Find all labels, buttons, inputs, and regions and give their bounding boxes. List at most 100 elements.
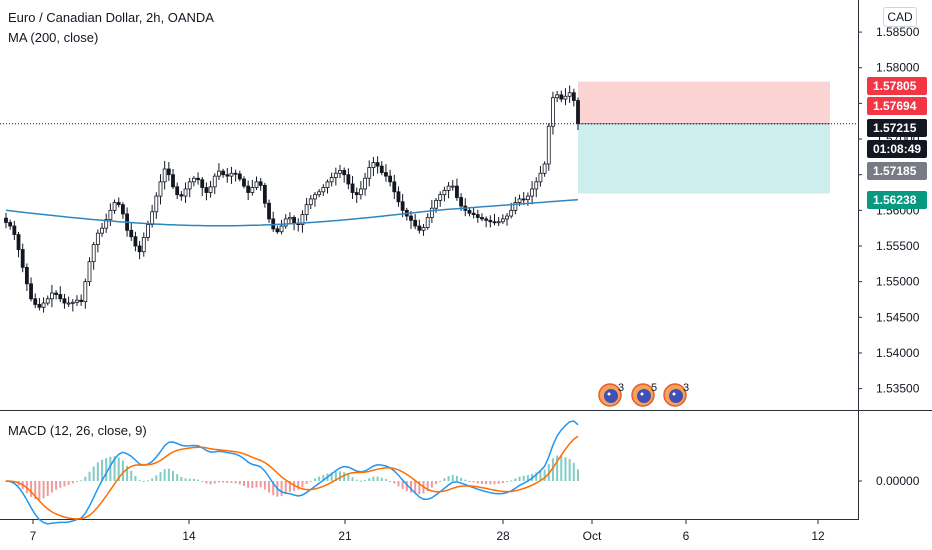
candle-body — [571, 92, 576, 101]
macd-histogram-bar — [67, 481, 70, 485]
currency-button[interactable]: CAD — [883, 7, 917, 27]
price-tag-bg — [867, 140, 927, 158]
price-tag-bg — [867, 77, 927, 95]
macd-histogram-bar — [63, 481, 66, 487]
candle-body — [325, 181, 330, 188]
short-position-tool[interactable] — [578, 81, 830, 194]
macd-histogram-bar — [176, 474, 179, 481]
macd-histogram-bar — [159, 472, 162, 481]
macd-histogram-bar — [180, 477, 183, 481]
candle-body — [425, 217, 430, 228]
macd-histogram-bar — [192, 478, 195, 481]
macd-histogram-bar — [560, 455, 563, 481]
candle-body — [555, 94, 560, 99]
price-tick-label: 1.58000 — [876, 61, 920, 75]
candle-body — [509, 209, 514, 217]
candle-body — [429, 207, 434, 218]
candle-body — [367, 167, 372, 179]
candle-body — [141, 237, 146, 253]
macd-histogram-bar — [522, 475, 525, 481]
price-tag-bg — [867, 191, 927, 209]
macd-histogram-bar — [343, 472, 346, 481]
macd-histogram-bar — [372, 476, 375, 481]
candle-body — [438, 194, 443, 201]
macd-histogram-bar — [184, 478, 187, 481]
candle-body — [242, 178, 246, 187]
price-tag-label: 1.56238 — [873, 193, 917, 207]
candle-body — [304, 204, 309, 216]
candle-body — [58, 294, 63, 300]
candle-body — [333, 172, 338, 178]
candle-body — [500, 218, 505, 223]
candle-body — [121, 204, 125, 215]
macd-histogram-bar — [121, 460, 124, 481]
earth-event-icon[interactable]: 5 — [631, 382, 657, 407]
candle-body — [187, 181, 192, 190]
macd-histogram-bar — [476, 481, 479, 484]
candle-body — [480, 217, 484, 220]
event-icon-globe — [637, 389, 651, 403]
candle-body — [4, 217, 8, 223]
macd-histogram-bar — [201, 481, 204, 482]
macd-histogram-bar — [117, 457, 120, 481]
candle-body — [258, 181, 263, 186]
candle-body — [538, 172, 543, 183]
candle-body — [41, 302, 46, 308]
candle-body — [217, 170, 221, 177]
earth-event-icon[interactable]: 3 — [598, 382, 624, 407]
candle-body — [95, 232, 100, 245]
ma-200-line — [5, 198, 579, 227]
candle-body — [446, 185, 451, 191]
price-tag-label: 1.57694 — [873, 99, 917, 113]
candle-body — [237, 173, 242, 180]
macd-histogram-bar — [430, 481, 433, 488]
time-tick-label: 6 — [683, 529, 690, 543]
macd-histogram-bar — [146, 480, 149, 482]
macd-histogram-bar — [439, 480, 442, 482]
candle-body — [87, 261, 92, 283]
economic-events[interactable]: 3 5 3 — [598, 382, 689, 407]
event-count-label: 3 — [618, 382, 624, 394]
candle-body — [275, 228, 280, 233]
macd-histogram-bar — [38, 481, 41, 500]
candle-body — [338, 170, 342, 174]
macd-histogram-bar — [109, 456, 112, 481]
macd-histogram-bar — [130, 470, 133, 481]
candle-body — [313, 194, 317, 200]
candle-body — [450, 185, 455, 188]
candle-body — [283, 218, 288, 227]
candle-body — [321, 187, 326, 193]
macd-histogram-bar — [30, 481, 33, 497]
candle-body — [434, 199, 438, 209]
candle-body — [204, 187, 209, 193]
macd-histogram-bar — [172, 470, 175, 481]
candle-body — [221, 170, 226, 176]
macd-histogram-bar — [539, 471, 542, 481]
event-count-label: 5 — [651, 382, 657, 394]
candle-body — [37, 304, 42, 308]
time-axis[interactable]: 7 14 21 28 Oct 6 12 — [30, 520, 825, 543]
candle-body — [467, 209, 472, 214]
candle-body — [396, 191, 401, 203]
candle-body — [459, 197, 463, 207]
macd-histogram-bar — [197, 479, 200, 481]
candle-body — [517, 198, 522, 203]
candle-body — [488, 219, 493, 223]
macd-histogram-bar — [535, 472, 538, 481]
macd-histogram-bar — [401, 481, 404, 490]
candle-body — [158, 181, 163, 197]
event-icon-globe — [604, 389, 618, 403]
macd-histogram-bar — [556, 455, 559, 481]
macd-histogram-bar — [426, 481, 429, 491]
macd-histogram-bar — [255, 481, 258, 488]
price-tag-label: 01:08:49 — [873, 142, 921, 156]
macd-histogram-bar — [88, 471, 91, 481]
earth-event-icon[interactable]: 3 — [663, 382, 689, 407]
price-tag-bg — [867, 119, 927, 137]
macd-histogram-bar — [368, 478, 371, 481]
macd-histogram-bar — [339, 471, 342, 481]
macd-histogram-bar — [405, 481, 408, 492]
macd-histogram-bar — [247, 481, 250, 488]
candle-body — [384, 172, 388, 177]
